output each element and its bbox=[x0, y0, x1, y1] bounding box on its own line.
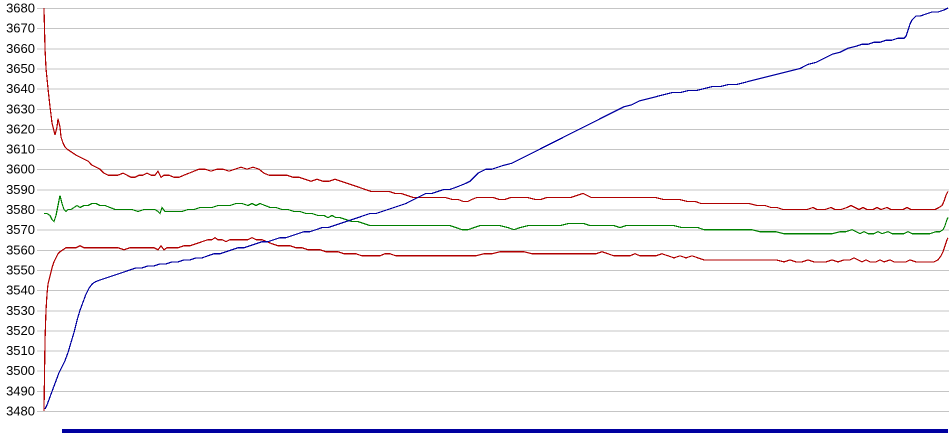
y-axis-tick-label: 3480 bbox=[6, 404, 35, 419]
blue-rising-line-series bbox=[44, 7, 949, 410]
y-axis-tick-label: 3640 bbox=[6, 81, 35, 96]
upper-red-band-series bbox=[43, 7, 949, 211]
y-axis-tick-label: 3560 bbox=[6, 242, 35, 257]
green-middle-line-series bbox=[44, 195, 949, 235]
y-axis-tick-label: 3530 bbox=[6, 303, 35, 318]
y-axis-tick-label: 3580 bbox=[6, 202, 35, 217]
y-axis-tick-label: 3680 bbox=[6, 1, 35, 16]
y-axis-tick-label: 3520 bbox=[6, 323, 35, 338]
lower-red-band-series bbox=[43, 236, 949, 412]
y-axis-tick-label: 3670 bbox=[6, 21, 35, 36]
y-axis-tick-label: 3630 bbox=[6, 101, 35, 116]
y-axis-tick-label: 3570 bbox=[6, 222, 35, 237]
y-axis-tick-label: 3540 bbox=[6, 283, 35, 298]
y-axis-tick-label: 3500 bbox=[6, 363, 35, 378]
y-axis-tick-label: 3590 bbox=[6, 182, 35, 197]
y-axis-tick-label: 3620 bbox=[6, 121, 35, 136]
y-axis-tick-label: 3510 bbox=[6, 343, 35, 358]
y-axis-tick-label: 3650 bbox=[6, 61, 35, 76]
y-axis-tick-label: 3490 bbox=[6, 383, 35, 398]
y-axis-tick-label: 3660 bbox=[6, 41, 35, 56]
chart-bottom-scrollbar[interactable] bbox=[62, 429, 948, 433]
y-axis-tick-label: 3610 bbox=[6, 142, 35, 157]
y-axis-tick-label: 3600 bbox=[6, 162, 35, 177]
y-axis-tick-label: 3550 bbox=[6, 262, 35, 277]
